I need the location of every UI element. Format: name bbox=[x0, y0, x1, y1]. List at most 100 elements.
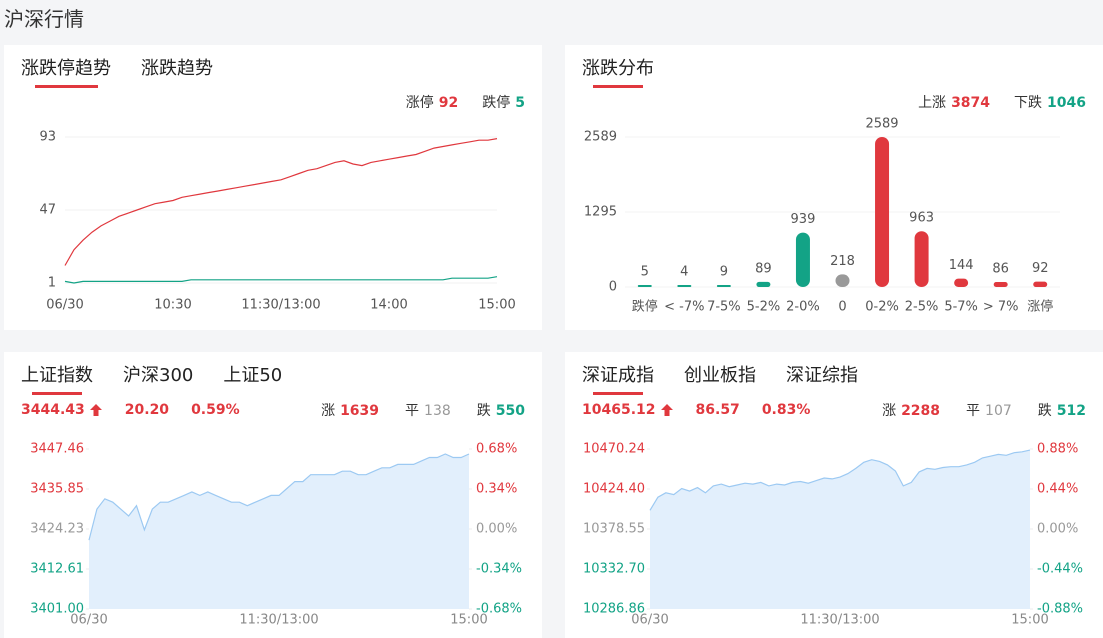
y-tick-label: 10286.86 bbox=[583, 602, 645, 617]
x-tick-label: 2-0% bbox=[786, 300, 820, 315]
tab[interactable]: 深证成指 bbox=[582, 361, 654, 395]
breadth-label: 跌 bbox=[476, 403, 491, 419]
chart: 10286.86 10332.70 10378.55 10424.40 10470.24… bbox=[583, 442, 1083, 628]
bar bbox=[637, 285, 652, 287]
tab[interactable]: 涨跌趋势 bbox=[141, 58, 213, 79]
tab[interactable]: 涨跌停趋势 bbox=[21, 54, 111, 88]
series-line bbox=[64, 276, 498, 284]
arrow-shape bbox=[89, 404, 102, 416]
x-tick-label: 06/30 bbox=[46, 298, 83, 313]
y-tick-label: 3435.85 bbox=[30, 481, 84, 496]
y2-tick-label: -0.44% bbox=[1037, 562, 1083, 577]
y2-tick-label: 0.00% bbox=[476, 522, 517, 537]
bar bbox=[677, 285, 692, 287]
value-label: 939 bbox=[791, 212, 816, 227]
x-tick-label: 06/30 bbox=[70, 613, 107, 628]
breadth-value: 2288 bbox=[901, 403, 941, 419]
area-fill bbox=[650, 450, 1030, 609]
x-tick-label: 跌停 bbox=[632, 299, 658, 315]
x-tick-label: < -7% bbox=[664, 300, 704, 315]
bar bbox=[954, 278, 969, 287]
breadth-item: 涨 1639 bbox=[321, 400, 379, 420]
legend-label: 涨停 bbox=[405, 95, 434, 111]
legend-value: 3874 bbox=[951, 95, 991, 111]
tab-bar: 上证指数 沪深300 上证50 bbox=[21, 361, 282, 395]
x-tick-label: 5-7% bbox=[944, 300, 978, 315]
value-label: 9 bbox=[720, 265, 728, 280]
breadth-label: 平 bbox=[405, 403, 420, 419]
change: 20.20 bbox=[124, 402, 170, 418]
legend-label: 下跌 bbox=[1014, 95, 1043, 111]
y2-tick-label: -0.68% bbox=[476, 602, 522, 617]
tab[interactable]: 上证指数 bbox=[21, 361, 93, 395]
y-tick-label: 93 bbox=[39, 130, 56, 145]
change: 86.57 bbox=[695, 402, 740, 418]
bar bbox=[914, 231, 929, 287]
y-tick-label: 1 bbox=[48, 276, 56, 291]
area-fill bbox=[89, 454, 469, 609]
legend-value: 1046 bbox=[1047, 95, 1086, 111]
tab[interactable]: 上证50 bbox=[223, 365, 283, 386]
value-label: 144 bbox=[949, 258, 974, 273]
y2-tick-label: 0.34% bbox=[476, 482, 517, 497]
x-tick-label: 14:00 bbox=[370, 298, 407, 313]
legend-label: 跌停 bbox=[482, 95, 511, 111]
bar bbox=[795, 232, 810, 287]
quote-main: 10465.12 86.57 0.83% bbox=[582, 400, 810, 420]
tab-bar: 涨跌停趋势 涨跌趋势 bbox=[21, 54, 213, 88]
price: 10465.12 bbox=[582, 402, 656, 418]
up-arrow bbox=[660, 404, 673, 416]
y2-tick-label: 0.68% bbox=[476, 442, 517, 457]
chart: 0 1295 2589 5 跌停 4 < -7% 9 7-5% 89 5-2% 939 2-0% 218 0… bbox=[584, 117, 1060, 315]
quote-row: 10465.12 86.57 0.83% 涨 2288 平 107 跌 512 bbox=[582, 400, 1086, 420]
panel: 3401.00 3412.61 3424.23 3435.85 3447.46 -0.68… bbox=[4, 352, 542, 638]
tab[interactable]: 涨跌分布 bbox=[582, 54, 654, 88]
legend: 上涨 3874 下跌 1046 bbox=[918, 92, 1086, 112]
value-label: 92 bbox=[1032, 261, 1049, 276]
x-tick-label: > 7% bbox=[983, 300, 1019, 315]
bar bbox=[716, 285, 731, 287]
y-tick-label: 10332.70 bbox=[583, 562, 645, 577]
breadth-value: 550 bbox=[495, 403, 525, 419]
breadth-label: 跌 bbox=[1037, 403, 1052, 419]
y-tick-label: 2589 bbox=[584, 130, 617, 145]
tab[interactable]: 深证综指 bbox=[786, 365, 858, 386]
area-line bbox=[88, 453, 470, 541]
y-tick-label: 10378.55 bbox=[583, 522, 645, 537]
y-tick-label: 10424.40 bbox=[583, 481, 645, 496]
y-tick-label: 3447.46 bbox=[30, 442, 84, 457]
legend-item: 涨停 92 bbox=[406, 92, 458, 112]
breadth-label: 平 bbox=[966, 403, 981, 419]
tab[interactable]: 沪深300 bbox=[123, 365, 194, 386]
tab-bar: 涨跌分布 bbox=[582, 54, 654, 88]
up-arrow bbox=[89, 404, 102, 416]
page-title: 沪深行情 bbox=[4, 7, 84, 31]
y2-tick-label: 0.00% bbox=[1037, 522, 1078, 537]
breadth-value: 512 bbox=[1056, 403, 1086, 419]
price: 3444.43 bbox=[21, 402, 85, 418]
legend-item: 下跌 1046 bbox=[1014, 92, 1086, 112]
tab-bar: 深证成指 创业板指 深证综指 bbox=[582, 361, 858, 395]
x-tick-label: 10:30 bbox=[154, 298, 191, 313]
arrow-shape bbox=[660, 404, 673, 416]
y2-tick-label: 0.44% bbox=[1037, 482, 1078, 497]
value-label: 2589 bbox=[865, 117, 898, 132]
y-tick-label: 0 bbox=[609, 280, 617, 295]
x-tick-label: 15:00 bbox=[1011, 613, 1048, 628]
panel: 0 1295 2589 5 跌停 4 < -7% 9 7-5% 89 5-2% 939 2-0% 218 0… bbox=[565, 45, 1103, 330]
value-label: 89 bbox=[755, 261, 772, 276]
y2-tick-label: -0.88% bbox=[1037, 602, 1083, 617]
legend-value: 5 bbox=[515, 95, 525, 111]
breadth-value: 107 bbox=[985, 403, 1012, 419]
bar bbox=[875, 137, 890, 287]
breadth: 涨 1639 平 138 跌 550 bbox=[321, 400, 525, 420]
x-tick-label: 5-2% bbox=[747, 300, 781, 315]
x-tick-label: 15:00 bbox=[478, 298, 515, 313]
breadth-item: 平 107 bbox=[966, 400, 1012, 420]
breadth-label: 涨 bbox=[882, 403, 897, 419]
breadth-item: 涨 2288 bbox=[882, 400, 940, 420]
bar bbox=[835, 274, 850, 287]
legend: 涨停 92 跌停 5 bbox=[406, 92, 525, 112]
tab[interactable]: 创业板指 bbox=[684, 365, 756, 386]
